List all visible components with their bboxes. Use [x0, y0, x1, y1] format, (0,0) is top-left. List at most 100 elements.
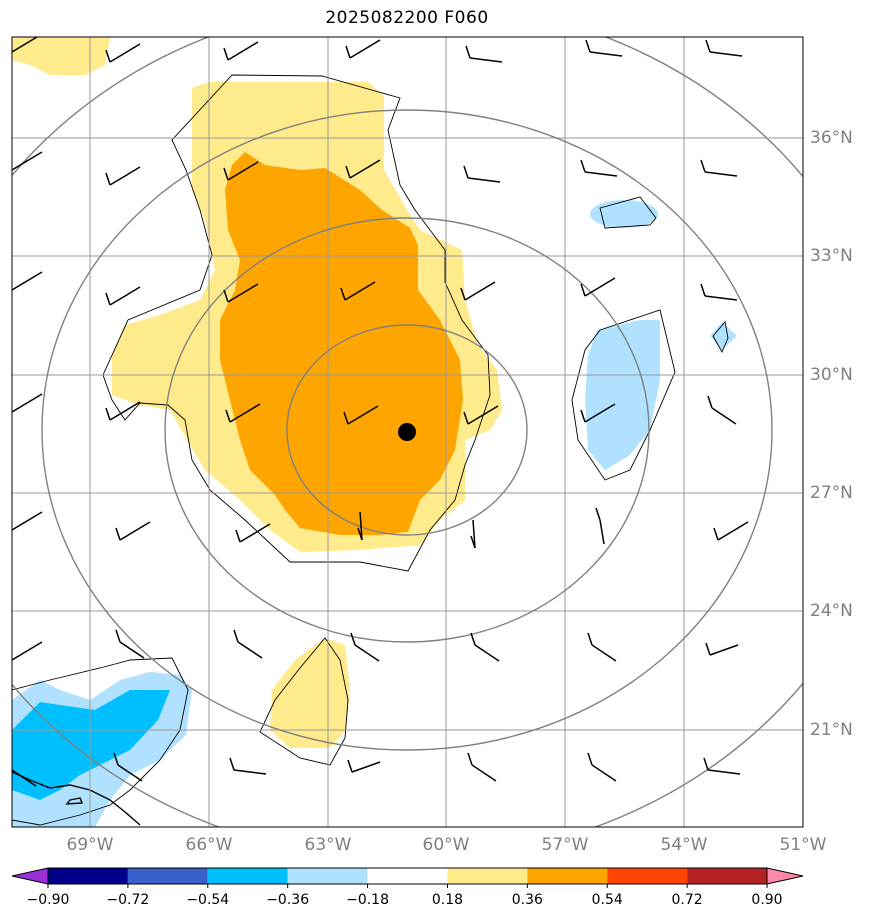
lon-tick-label: 54°W — [661, 835, 708, 855]
wind-barb — [105, 286, 141, 306]
wind-barb-staff — [119, 641, 145, 659]
wind-barb-flag — [223, 167, 229, 181]
wind-barb-staff — [589, 51, 623, 57]
wind-barb — [347, 759, 381, 773]
wind-barb-staff — [12, 151, 43, 171]
lon-tick-label: 60°W — [423, 835, 470, 855]
wind-barb-flag — [115, 527, 121, 541]
wind-barb-staff — [12, 769, 37, 787]
lat-tick-label: 24°N — [810, 601, 853, 621]
wind-barb — [223, 161, 259, 181]
wind-barb-staff — [709, 644, 739, 656]
wind-barb-flag — [587, 632, 593, 646]
wind-barb-staff — [349, 39, 381, 59]
wind-barb-flag — [705, 39, 711, 53]
wind-barb-staff — [707, 769, 741, 775]
coastline — [12, 771, 141, 826]
latitude-labels: 36°N 33°N 30°N 27°N 24°N 21°N — [810, 128, 853, 740]
wind-barb-flag — [12, 49, 13, 52]
wind-barb-flag — [465, 45, 471, 59]
longitude-labels: 69°W 66°W 63°W 60°W 57°W 54°W 51°W — [67, 835, 827, 855]
negative-anomaly-east-region — [585, 320, 660, 470]
colorbar-tick-label: 0.72 — [672, 892, 703, 908]
wind-barbs — [12, 37, 749, 787]
wind-barb — [343, 405, 379, 425]
wind-barb — [705, 642, 739, 656]
wind-barb-staff — [591, 644, 617, 662]
wind-barb-flag — [460, 287, 466, 301]
wind-barb-staff — [464, 281, 496, 301]
colorbar-tick-label: −0.72 — [106, 892, 149, 908]
colorbar-segment — [367, 868, 448, 884]
storm-center-marker — [398, 423, 416, 441]
wind-barb — [350, 632, 380, 662]
wind-barb-flag — [105, 407, 111, 421]
wind-barb — [12, 641, 43, 661]
wind-barb — [467, 752, 497, 782]
wind-barb — [105, 166, 141, 186]
wind-barb-staff — [354, 644, 380, 662]
wind-barb-flag — [580, 283, 586, 297]
wind-barb — [707, 395, 737, 425]
map-panel — [12, 37, 803, 827]
wind-barb-flag — [12, 287, 13, 290]
wind-barb-flag — [470, 632, 476, 646]
wind-barb — [12, 393, 43, 413]
wind-barb-staff — [109, 286, 141, 306]
lat-tick-label: 33°N — [810, 246, 853, 266]
wind-barb-flag — [585, 39, 591, 53]
wind-barb-flag — [703, 757, 709, 771]
lat-tick-label: 27°N — [810, 483, 853, 503]
wind-barb-flag — [347, 759, 353, 773]
wind-barb-staff — [584, 171, 618, 177]
colorbar-tick-label: −0.18 — [346, 892, 389, 908]
wind-barb-flag — [707, 395, 713, 409]
wind-barb-flag — [105, 49, 111, 63]
wind-barb-flag — [700, 283, 706, 297]
wind-barb-staff — [584, 277, 616, 297]
wind-barb — [580, 403, 616, 423]
wind-barb-staff — [709, 51, 743, 57]
lon-tick-label: 66°W — [186, 835, 233, 855]
wind-barb-flag — [340, 287, 346, 301]
range-ring-middle — [164, 217, 650, 643]
range-ring-outer — [41, 109, 773, 751]
wind-barb — [115, 521, 151, 541]
colorbar-tick-label: −0.90 — [27, 892, 70, 908]
wind-barb-flag — [357, 527, 363, 541]
colorbar-tick-label: 0.18 — [432, 892, 463, 908]
wind-barb-staff — [584, 403, 616, 423]
lon-tick-label: 69°W — [67, 835, 114, 855]
wind-barb-flag — [580, 159, 586, 173]
wind-barb — [700, 283, 738, 301]
graticule — [12, 37, 803, 827]
wind-barb-staff — [237, 641, 263, 659]
wind-barb-staff — [359, 511, 363, 541]
wind-barb — [105, 43, 141, 63]
wind-barb-flag — [463, 411, 469, 425]
colorbar-tick-label: −0.36 — [266, 892, 309, 908]
wind-barb-flag — [470, 535, 476, 549]
wind-barb-flag — [113, 752, 119, 766]
wind-barb-staff — [227, 41, 259, 61]
wind-barb — [705, 39, 743, 57]
wind-barb-flag — [105, 172, 111, 186]
wind-barb-staff — [117, 764, 143, 782]
wind-barb-staff — [227, 161, 259, 181]
wind-barb-staff — [12, 393, 43, 413]
wind-barb-staff — [109, 43, 141, 63]
wind-barb-staff — [233, 769, 267, 775]
wind-barb-flag — [12, 167, 13, 170]
colorbar-tick-label: 0.36 — [512, 892, 543, 908]
negative-anomaly-small-region — [590, 200, 658, 228]
colorbar-segment — [527, 868, 608, 884]
wind-barb-staff — [12, 37, 39, 53]
wind-barb-flag — [595, 507, 601, 521]
wind-barb-flag — [12, 657, 13, 660]
wind-barb-staff — [711, 407, 737, 425]
wind-barb-flag — [12, 767, 13, 770]
range-rings — [12, 37, 803, 827]
wind-barb-flag — [343, 411, 349, 425]
wind-barb — [12, 511, 43, 531]
negative-anomaly-small-region-2 — [710, 322, 737, 350]
